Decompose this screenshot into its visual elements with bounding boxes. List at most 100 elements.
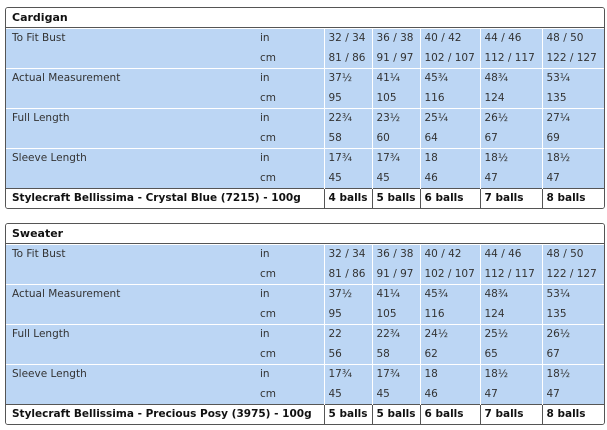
cell-value: 48 / 50 — [541, 244, 604, 265]
cell-value: 40 / 42 — [419, 244, 480, 265]
cell-value: 48¾ — [479, 68, 542, 89]
cell-value: 47 — [479, 168, 542, 189]
table-row: cm 95 105 116 124 135 — [6, 304, 604, 325]
cell-value: 36 / 38 — [371, 28, 420, 49]
cell-value: 62 — [419, 344, 480, 365]
cell-value: 91 / 97 — [371, 264, 420, 285]
row-label: Sleeve Length — [6, 364, 256, 385]
yarn-quantity: 8 balls — [541, 404, 604, 424]
cell-value: 105 — [371, 88, 420, 109]
unit-label: cm — [256, 128, 324, 149]
cell-value: 122 / 127 — [541, 264, 604, 285]
unit-label: cm — [256, 48, 324, 69]
unit-label: in — [256, 28, 324, 49]
cell-value: 17¾ — [371, 148, 420, 169]
cell-value: 64 — [419, 128, 480, 149]
cell-value: 135 — [541, 88, 604, 109]
cell-value: 45 — [371, 384, 420, 405]
table-row: cm 58 60 64 67 69 — [6, 128, 604, 149]
unit-label: in — [256, 324, 324, 345]
table-row: cm 56 58 62 65 67 — [6, 344, 604, 365]
cell-value: 124 — [479, 304, 542, 325]
cell-value: 32 / 34 — [323, 28, 372, 49]
yarn-quantity: 8 balls — [541, 188, 604, 208]
cell-value: 46 — [419, 168, 480, 189]
table-row: cm 95 105 116 124 135 — [6, 88, 604, 109]
unit-label: in — [256, 364, 324, 385]
cell-value: 47 — [479, 384, 542, 405]
unit-label: cm — [256, 168, 324, 189]
cell-value: 67 — [479, 128, 542, 149]
cell-value: 18 — [419, 148, 480, 169]
cell-value: 102 / 107 — [419, 48, 480, 69]
cell-value: 32 / 34 — [323, 244, 372, 265]
cell-value: 81 / 86 — [323, 48, 372, 69]
cell-value: 53¼ — [541, 68, 604, 89]
table-row: Sleeve Length in 17¾ 17¾ 18 18½ 18½ — [6, 148, 604, 169]
table-row: To Fit Bust in 32 / 34 36 / 38 40 / 42 4… — [6, 244, 604, 265]
cell-value: 122 / 127 — [541, 48, 604, 69]
row-label: Actual Measurement — [6, 68, 256, 89]
yarn-quantity: 5 balls — [371, 404, 420, 424]
yarn-quantity: 5 balls — [323, 404, 372, 424]
cell-value: 45¾ — [419, 68, 480, 89]
cardigan-size-table: Cardigan To Fit Bust in 32 / 34 36 / 38 … — [5, 7, 605, 209]
cell-value: 26½ — [541, 324, 604, 345]
cell-value: 116 — [419, 304, 480, 325]
cell-value: 17¾ — [371, 364, 420, 385]
cell-value: 48¾ — [479, 284, 542, 305]
cell-value: 18 — [419, 364, 480, 385]
yarn-quantity: 6 balls — [419, 404, 480, 424]
cell-value: 22 — [323, 324, 372, 345]
table-row: cm 45 45 46 47 47 — [6, 384, 604, 405]
cell-value: 25½ — [479, 324, 542, 345]
cell-value: 18½ — [479, 148, 542, 169]
unit-label: in — [256, 284, 324, 305]
cell-value: 17¾ — [323, 148, 372, 169]
table-title: Sweater — [6, 224, 604, 244]
cell-value: 36 / 38 — [371, 244, 420, 265]
cell-value: 48 / 50 — [541, 28, 604, 49]
table-row: cm 81 / 86 91 / 97 102 / 107 112 / 117 1… — [6, 264, 604, 285]
cell-value: 41¼ — [371, 284, 420, 305]
table-row: Actual Measurement in 37½ 41¼ 45¾ 48¾ 53… — [6, 284, 604, 305]
size-grid: To Fit Bust in 32 / 34 36 / 38 40 / 42 4… — [6, 244, 604, 424]
cell-value: 46 — [419, 384, 480, 405]
cell-value: 95 — [323, 304, 372, 325]
cell-value: 25¼ — [419, 108, 480, 129]
unit-label: cm — [256, 304, 324, 325]
unit-label: in — [256, 108, 324, 129]
cell-value: 58 — [323, 128, 372, 149]
cell-value: 105 — [371, 304, 420, 325]
cell-value: 67 — [541, 344, 604, 365]
cell-value: 60 — [371, 128, 420, 149]
cell-value: 44 / 46 — [479, 244, 542, 265]
cell-value: 17¾ — [323, 364, 372, 385]
cell-value: 58 — [371, 344, 420, 365]
cell-value: 44 / 46 — [479, 28, 542, 49]
cell-value: 22¾ — [323, 108, 372, 129]
row-label: Sleeve Length — [6, 148, 256, 169]
cell-value: 65 — [479, 344, 542, 365]
unit-label: in — [256, 148, 324, 169]
cell-value: 45 — [371, 168, 420, 189]
cell-value: 40 / 42 — [419, 28, 480, 49]
table-row: cm 81 / 86 91 / 97 102 / 107 112 / 117 1… — [6, 48, 604, 69]
cell-value: 18½ — [479, 364, 542, 385]
row-label: Actual Measurement — [6, 284, 256, 305]
yarn-label: Stylecraft Bellissima - Crystal Blue (72… — [6, 188, 324, 208]
cell-value: 45¾ — [419, 284, 480, 305]
cell-value: 116 — [419, 88, 480, 109]
cell-value: 53¼ — [541, 284, 604, 305]
table-row: cm 45 45 46 47 47 — [6, 168, 604, 189]
table-row: To Fit Bust in 32 / 34 36 / 38 40 / 42 4… — [6, 28, 604, 49]
yarn-quantity: 5 balls — [371, 188, 420, 208]
cell-value: 91 / 97 — [371, 48, 420, 69]
cell-value: 135 — [541, 304, 604, 325]
row-label: To Fit Bust — [6, 244, 256, 265]
cell-value: 124 — [479, 88, 542, 109]
yarn-quantity: 7 balls — [479, 404, 542, 424]
cell-value: 102 / 107 — [419, 264, 480, 285]
table-row: Full Length in 22¾ 23½ 25¼ 26½ 27¼ — [6, 108, 604, 129]
cell-value: 45 — [323, 168, 372, 189]
